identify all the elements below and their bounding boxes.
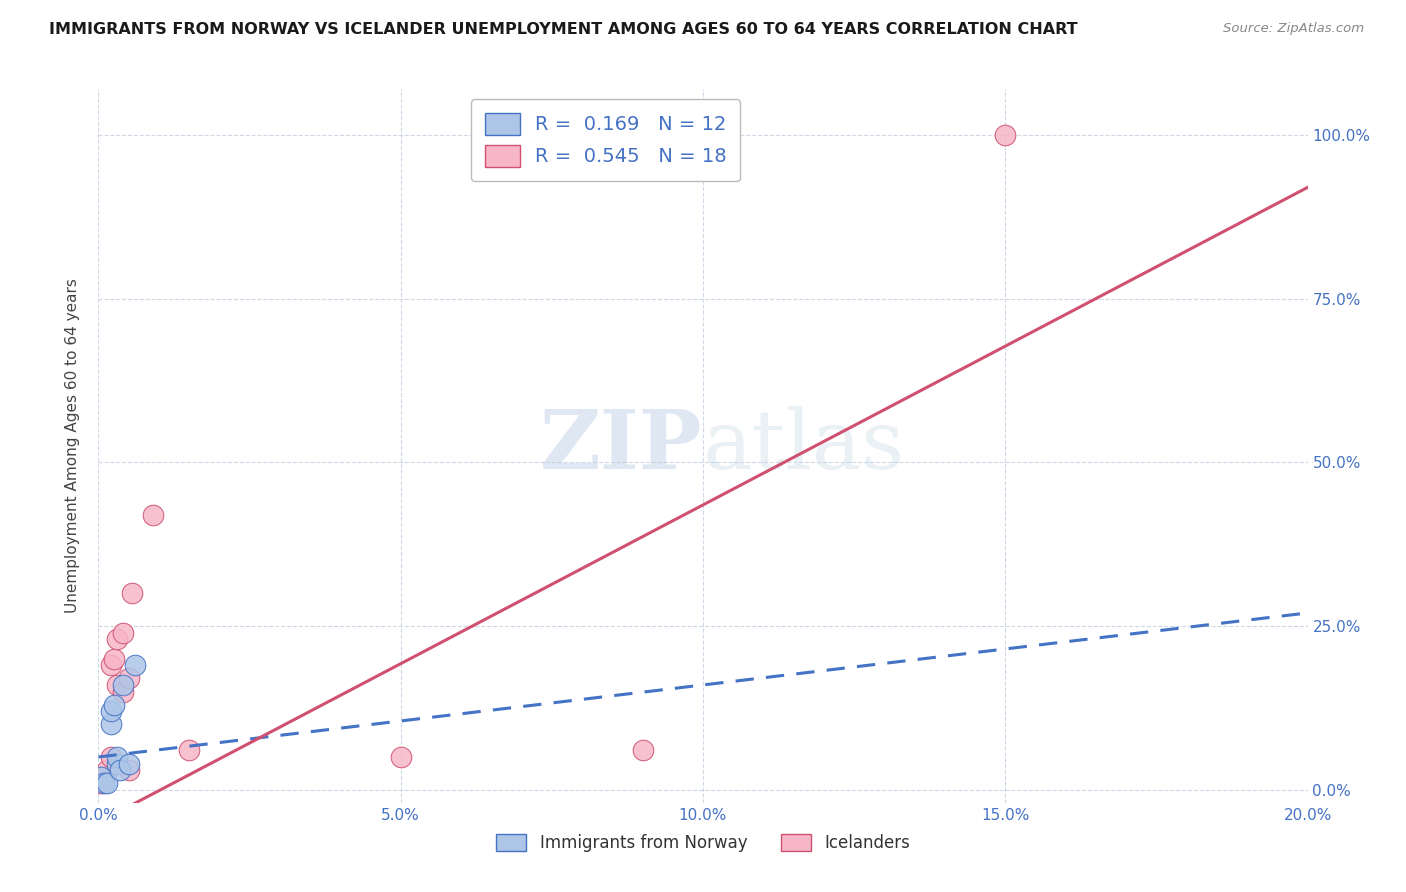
Point <box>118 672 141 686</box>
Y-axis label: Unemployment Among Ages 60 to 64 years: Unemployment Among Ages 60 to 64 years <box>65 278 80 614</box>
Point <box>93 776 115 790</box>
Point <box>118 763 141 777</box>
Point <box>631 743 654 757</box>
Point <box>111 625 134 640</box>
Point <box>105 756 128 771</box>
Text: IMMIGRANTS FROM NORWAY VS ICELANDER UNEMPLOYMENT AMONG AGES 60 TO 64 YEARS CORRE: IMMIGRANTS FROM NORWAY VS ICELANDER UNEM… <box>49 22 1078 37</box>
Point <box>124 658 146 673</box>
Point <box>90 770 112 784</box>
Point <box>108 763 131 777</box>
Point <box>389 750 412 764</box>
Legend: Immigrants from Norway, Icelanders: Immigrants from Norway, Icelanders <box>489 827 917 859</box>
Point <box>100 750 122 764</box>
Point <box>103 698 125 712</box>
Point <box>100 658 122 673</box>
Point <box>100 717 122 731</box>
Point <box>118 756 141 771</box>
Point <box>179 743 201 757</box>
Point <box>100 704 122 718</box>
Point <box>96 763 118 777</box>
Point <box>994 128 1017 142</box>
Point <box>103 652 125 666</box>
Point <box>111 684 134 698</box>
Point <box>105 632 128 647</box>
Point <box>105 750 128 764</box>
Point <box>93 770 115 784</box>
Point <box>90 776 112 790</box>
Text: ZIP: ZIP <box>540 406 703 486</box>
Text: Source: ZipAtlas.com: Source: ZipAtlas.com <box>1223 22 1364 36</box>
Point <box>142 508 165 522</box>
Text: atlas: atlas <box>703 406 905 486</box>
Point <box>121 586 143 600</box>
Point <box>111 678 134 692</box>
Point <box>105 678 128 692</box>
Point <box>96 776 118 790</box>
